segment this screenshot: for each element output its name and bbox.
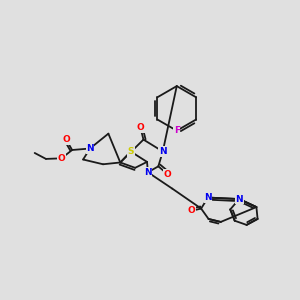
Text: S: S	[128, 147, 134, 156]
Text: N: N	[144, 168, 152, 177]
Text: N: N	[86, 144, 94, 153]
Text: O: O	[58, 154, 65, 163]
Text: O: O	[136, 123, 144, 132]
Text: N: N	[204, 193, 212, 202]
Text: F: F	[174, 126, 180, 135]
Text: N: N	[159, 147, 166, 156]
Text: O: O	[62, 135, 70, 144]
Text: N: N	[236, 194, 243, 203]
Text: O: O	[164, 170, 172, 179]
Text: O: O	[187, 206, 195, 215]
